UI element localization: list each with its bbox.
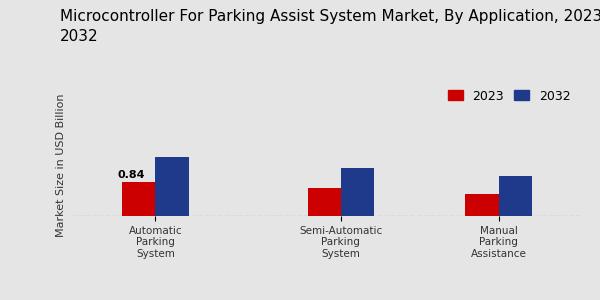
Bar [465, 194, 499, 216]
Bar [122, 182, 155, 216]
Bar [308, 188, 341, 216]
Legend: 2023, 2032: 2023, 2032 [443, 85, 576, 108]
Bar [341, 168, 374, 216]
Y-axis label: Market Size in USD Billion: Market Size in USD Billion [56, 93, 67, 237]
Text: 0.84: 0.84 [118, 170, 145, 180]
Bar [155, 157, 189, 216]
Text: Microcontroller For Parking Assist System Market, By Application, 2023 &
2032: Microcontroller For Parking Assist Syste… [60, 9, 600, 44]
Bar [499, 176, 532, 216]
